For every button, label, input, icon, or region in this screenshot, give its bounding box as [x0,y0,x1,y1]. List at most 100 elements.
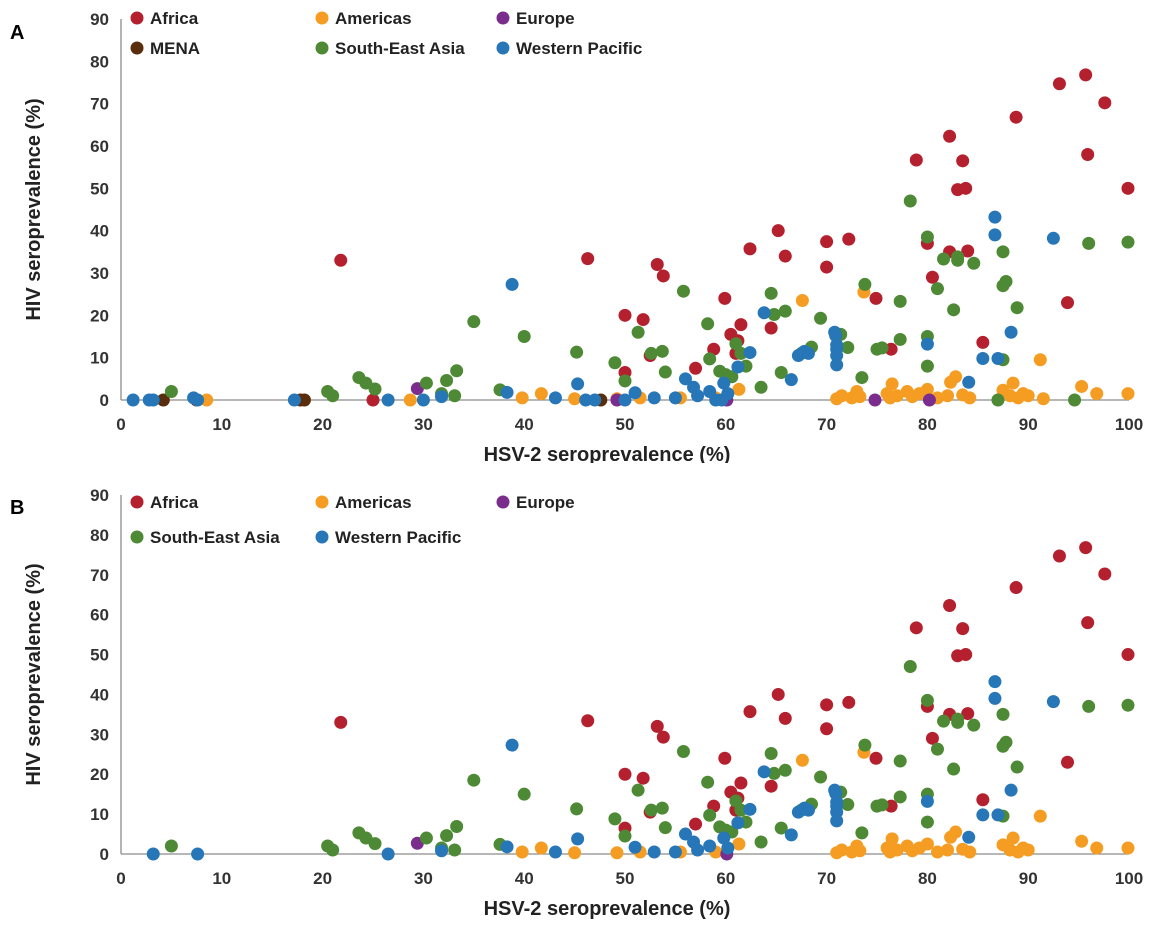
data-point-south-east-asia [841,341,855,355]
data-point-south-east-asia [967,256,981,270]
data-point-americas [949,370,963,384]
data-point-americas [568,392,582,406]
data-point-americas [1121,387,1135,401]
data-point-western-pacific [435,390,449,404]
data-point-western-pacific [920,794,934,808]
panel-b: B 0 10 20 30 40 50 60 70 80 90 0 10 20 30 40 50 60 70 80 90 1… [0,463,1149,926]
data-point-africa [718,751,732,765]
data-point-western-pacific [1004,325,1018,339]
data-point-western-pacific [548,391,562,405]
y-tick-label: 10 [90,805,109,824]
series-western-pacific [126,210,1060,407]
data-point-south-east-asia [1010,301,1024,315]
y-tick-label: 30 [90,725,109,744]
data-point-south-east-asia [754,380,768,394]
x-tick-label: 50 [616,869,635,888]
legend: Africa Americas Europe MENA South-East Asia W… [130,9,642,58]
data-point-south-east-asia [608,812,622,826]
data-point-western-pacific [500,840,514,854]
data-point-western-pacific [647,845,661,859]
data-point-western-pacific [988,210,1002,224]
data-point-south-east-asia [450,819,464,833]
data-point-western-pacific [146,393,160,407]
data-point-western-pacific [988,228,1002,242]
data-point-africa [925,270,939,284]
data-point-western-pacific [381,847,395,861]
legend-item-south-east-asia: South-East Asia [315,39,465,58]
data-point-africa [734,776,748,790]
data-point-south-east-asia [764,746,778,760]
data-points [146,541,1135,861]
data-point-western-pacific [668,391,682,405]
data-point-south-east-asia [999,735,1013,749]
data-point-south-east-asia [903,194,917,208]
series-south-east-asia [164,660,1135,857]
data-point-africa [1061,296,1075,310]
y-tick-label: 90 [90,10,109,29]
data-point-south-east-asia [608,356,622,370]
y-tick-label: 0 [100,391,109,410]
data-point-western-pacific [920,337,934,351]
data-point-south-east-asia [419,831,433,845]
x-tick-label: 80 [918,869,937,888]
data-point-americas [890,843,904,857]
data-point-africa [1052,549,1066,563]
data-point-africa [959,648,973,662]
series-americas [200,285,1135,407]
legend-label: Western Pacific [335,528,461,547]
legend-marker [315,495,329,509]
legend-label: Americas [335,9,412,28]
y-tick-label: 60 [90,606,109,625]
data-point-africa [842,232,856,246]
data-point-western-pacific [976,352,990,366]
y-tick-label: 50 [90,179,109,198]
y-tick-label: 0 [100,845,109,864]
data-point-south-east-asia [767,307,781,321]
data-point-western-pacific [988,691,1002,705]
data-point-africa [1079,541,1093,555]
legend-marker [496,41,510,55]
data-point-americas [885,377,899,391]
data-point-south-east-asia [729,337,743,351]
data-point-americas [1033,809,1047,823]
legend-label: Europe [516,9,575,28]
data-point-south-east-asia [703,352,717,366]
x-tick-label: 20 [313,415,332,434]
data-point-africa [1052,77,1066,91]
data-point-south-east-asia [903,660,917,674]
data-point-americas [1033,353,1047,367]
panel-label: B [10,497,24,519]
data-point-americas [949,825,963,839]
data-point-africa [656,730,670,744]
data-point-south-east-asia [368,382,382,396]
data-point-africa [636,313,650,327]
data-point-western-pacific [830,358,844,372]
x-tick-label: 60 [716,415,735,434]
data-point-south-east-asia [996,707,1010,721]
data-point-western-pacific [191,847,205,861]
data-point-americas [853,390,867,404]
data-point-americas [835,389,849,403]
legend-marker [315,530,329,544]
legend-item-africa: Africa [130,9,199,28]
data-point-americas [403,393,417,407]
data-point-western-pacific [191,393,205,407]
data-point-western-pacific [588,393,602,407]
data-point-south-east-asia [570,802,584,816]
data-point-africa [618,767,632,781]
data-point-africa [650,258,664,272]
data-point-americas [795,753,809,767]
data-point-western-pacific [500,385,514,399]
data-point-south-east-asia [991,393,1005,407]
data-point-western-pacific [691,843,705,857]
data-point-western-pacific [678,372,692,386]
data-point-western-pacific [743,346,757,360]
data-point-africa [656,269,670,283]
data-point-mena [297,393,311,407]
data-point-americas [610,846,624,860]
data-point-south-east-asia [440,374,454,388]
data-point-africa [943,598,957,612]
data-point-south-east-asia [440,829,454,843]
data-point-americas [1021,389,1035,403]
data-point-south-east-asia [448,389,462,403]
